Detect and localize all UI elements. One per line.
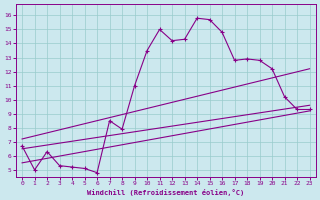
- X-axis label: Windchill (Refroidissement éolien,°C): Windchill (Refroidissement éolien,°C): [87, 189, 244, 196]
